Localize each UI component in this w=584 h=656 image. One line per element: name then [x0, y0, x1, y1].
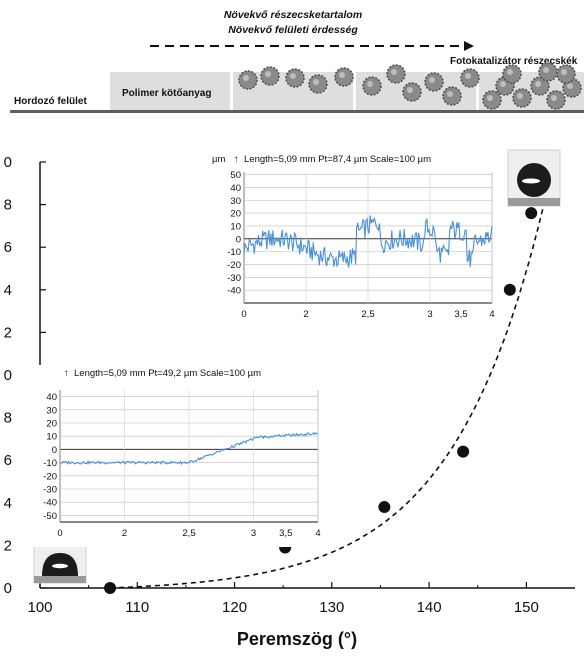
- inset-x-tick-label: 4: [315, 528, 320, 539]
- inset-x-tick-label: 4: [489, 309, 494, 320]
- particle-highlight: [543, 67, 549, 73]
- inset-y-tick-label: -20: [43, 471, 57, 482]
- inset-y-tick-label: -30: [227, 273, 241, 284]
- particle-highlight: [407, 87, 413, 93]
- droplet-hydrophilic: [34, 545, 86, 583]
- data-point: [457, 446, 469, 458]
- particle-highlight: [313, 79, 319, 85]
- x-tick-label: 100: [27, 599, 52, 616]
- particle-highlight: [391, 69, 397, 75]
- data-point: [504, 284, 516, 296]
- inset-y-tick-label: 0: [236, 234, 241, 245]
- particle-highlight: [429, 77, 435, 83]
- inset-x-tick-label: 3: [251, 528, 256, 539]
- inset-rough-unit: µm: [212, 154, 225, 165]
- schematic: Növekvő részecsketartalom Növekvő felüle…: [10, 9, 584, 113]
- inset-x-tick-label: 2,5: [361, 309, 374, 320]
- inset-rough-arrow: ↑: [234, 154, 239, 165]
- inset-x-tick-label: 2: [303, 309, 308, 320]
- particle-highlight: [551, 95, 557, 101]
- particle-highlight: [517, 93, 523, 99]
- inset-y-tick-label: 30: [46, 405, 57, 416]
- schematic-caption-line2: Növekvő felületi érdesség: [228, 24, 358, 36]
- particle-highlight: [290, 73, 296, 79]
- y-tick-label: 2: [4, 537, 12, 554]
- inset-y-tick-label: -50: [43, 511, 57, 522]
- x-tick-label: 110: [125, 599, 149, 616]
- inset-smooth: ↑ Length=5,09 mm Pt=49,2 µm Scale=100 µm…: [32, 365, 322, 547]
- inset-y-tick-label: 50: [230, 170, 241, 181]
- particle-highlight: [339, 72, 345, 78]
- layer-label-substrate: Hordozó felület: [14, 96, 87, 107]
- growth-arrow-head: [464, 41, 474, 51]
- inset-y-tick-label: 20: [230, 209, 241, 220]
- inset-x-tick-label: 3,5: [279, 528, 292, 539]
- data-point: [378, 501, 390, 513]
- particle-highlight: [243, 75, 249, 81]
- droplet-hydrophobic: [508, 150, 560, 206]
- particle-highlight: [500, 81, 506, 87]
- particle-highlight: [447, 91, 453, 97]
- inset-y-tick-label: -30: [43, 485, 57, 496]
- y-tick-label: 6: [4, 239, 12, 256]
- x-tick-label: 120: [222, 599, 247, 616]
- inset-y-tick-label: 10: [230, 221, 241, 232]
- inset-y-tick-label: -40: [43, 498, 57, 509]
- inset-y-tick-label: -10: [43, 458, 57, 469]
- x-tick-label: 140: [417, 599, 442, 616]
- inset-rough-title: Length=5,09 mm Pt=87,4 µm Scale=100 µm: [244, 154, 431, 165]
- x-tick-label: 130: [319, 599, 344, 616]
- inset-rough: µm ↑ Length=5,09 mm Pt=87,4 µm Scale=100…: [205, 147, 495, 325]
- y-tick-label: 6: [4, 452, 12, 469]
- x-axis-label: Peremszög (°): [237, 629, 357, 649]
- inset-y-tick-label: 20: [46, 419, 57, 430]
- inset-y-tick-label: 40: [230, 183, 241, 194]
- particle-highlight: [265, 71, 271, 77]
- data-point: [525, 207, 537, 219]
- inset-y-tick-label: 10: [46, 432, 57, 443]
- inset-x-tick-label: 3,5: [454, 309, 467, 320]
- inset-smooth-title: Length=5,09 mm Pt=49,2 µm Scale=100 µm: [74, 368, 261, 379]
- y-tick-label: 0: [4, 367, 12, 384]
- y-tick-label: 2: [4, 324, 12, 341]
- y-tick-label: 4: [4, 495, 12, 512]
- schematic-caption-line1: Növekvő részecsketartalom: [224, 9, 362, 21]
- inset-smooth-bg: [32, 365, 322, 547]
- y-tick-label: 4: [4, 282, 12, 299]
- y-tick-label: 8: [4, 197, 12, 214]
- inset-x-tick-label: 3: [427, 309, 432, 320]
- inset-y-tick-label: -10: [227, 247, 241, 258]
- inset-x-tick-label: 0: [241, 309, 246, 320]
- particle-highlight: [465, 73, 471, 79]
- inset-x-tick-label: 2: [122, 528, 127, 539]
- inset-y-tick-label: 0: [52, 445, 57, 456]
- x-tick-label: 150: [514, 599, 539, 616]
- y-tick-label: 0: [4, 580, 12, 597]
- inset-rough-bg: [205, 147, 495, 325]
- inset-y-tick-label: -40: [227, 286, 241, 297]
- y-tick-label: 8: [4, 410, 12, 427]
- inset-x-tick-label: 0: [57, 528, 62, 539]
- particle-highlight: [561, 69, 567, 75]
- particle-highlight: [567, 83, 573, 89]
- particle-highlight: [535, 81, 541, 87]
- particle-highlight: [507, 69, 513, 75]
- particle-highlight: [487, 95, 493, 101]
- y-tick-label: 0: [4, 154, 12, 171]
- substrate-line: [10, 110, 584, 113]
- inset-smooth-arrow: ↑: [64, 368, 69, 379]
- data-point: [104, 582, 116, 594]
- inset-y-tick-label: -20: [227, 260, 241, 271]
- inset-x-tick-label: 2,5: [182, 528, 195, 539]
- inset-y-tick-label: 40: [46, 392, 57, 403]
- particle-highlight: [367, 81, 373, 87]
- layer-label-binder: Polimer kötőanyag: [122, 88, 211, 99]
- inset-y-tick-label: 30: [230, 196, 241, 207]
